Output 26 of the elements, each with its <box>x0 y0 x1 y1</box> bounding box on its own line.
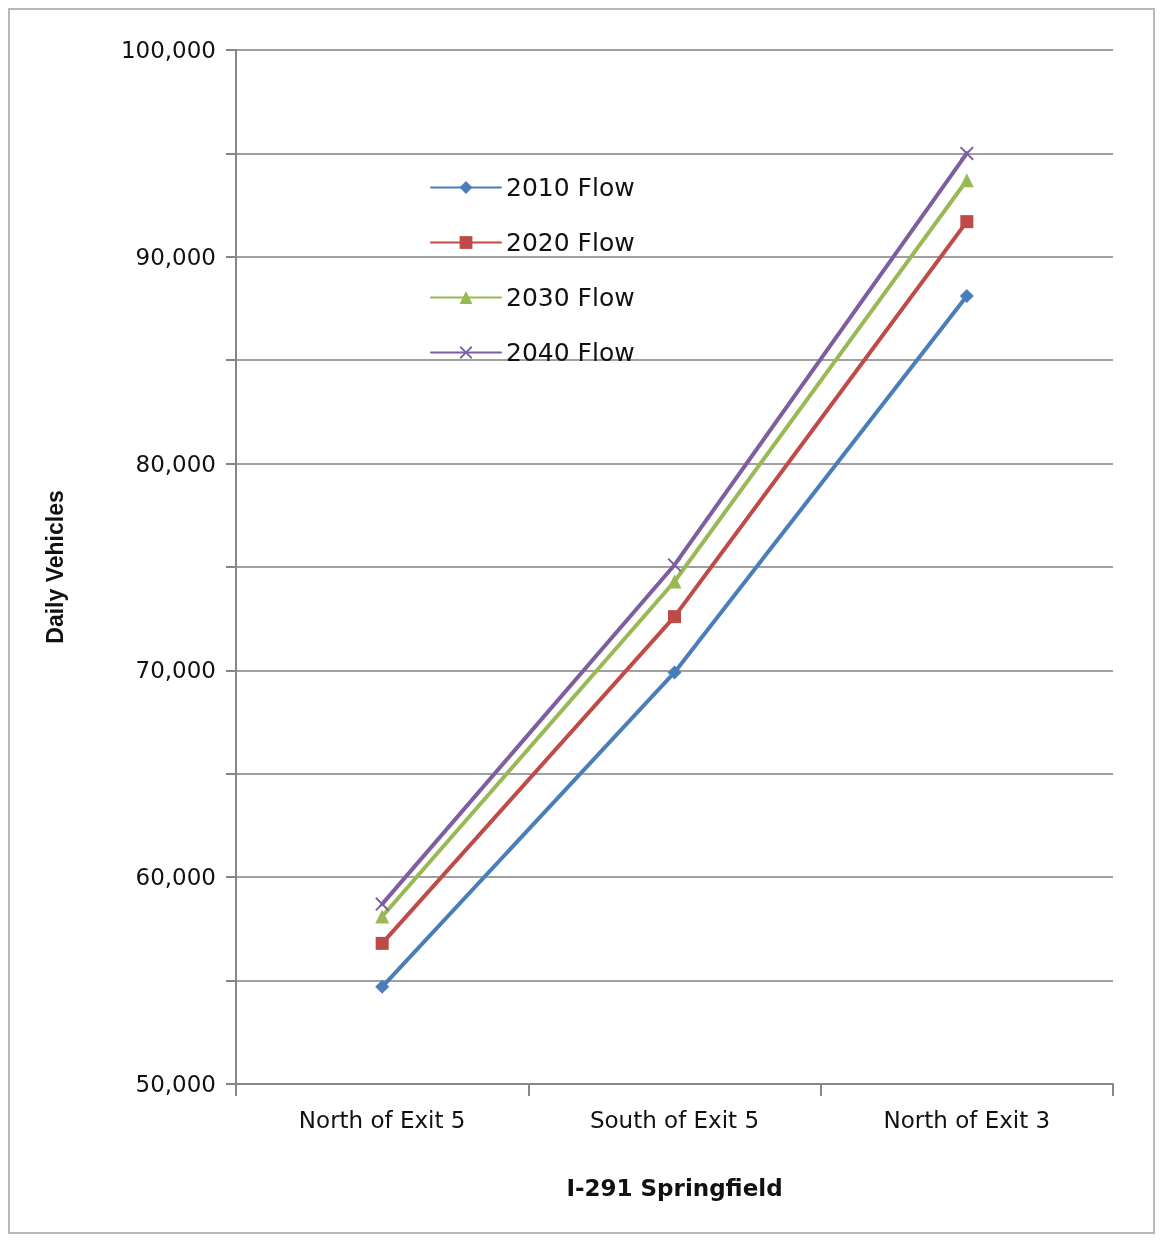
x-tick-label: North of Exit 3 <box>883 1106 1051 1133</box>
legend-label: 2040 Flow <box>506 338 635 367</box>
y-tick-label: 50,000 <box>135 1071 216 1097</box>
x-tick-label: South of Exit 5 <box>589 1106 760 1133</box>
point <box>959 146 974 161</box>
y-axis-title: Daily Vehicles <box>41 490 68 644</box>
point <box>375 909 390 924</box>
y-tick-label: 60,000 <box>135 864 216 891</box>
legend-label: 2010 Flow <box>506 173 635 202</box>
y-tick-label: 70,000 <box>135 657 216 684</box>
point <box>375 979 390 994</box>
legend-label: 2030 Flow <box>506 283 635 312</box>
point <box>375 897 390 912</box>
x-axis-title: I-291 Springfield <box>566 1174 783 1201</box>
y-tick-label: 90,000 <box>135 243 216 270</box>
point <box>668 610 681 624</box>
point <box>960 215 974 229</box>
point <box>667 665 682 680</box>
point <box>959 289 974 304</box>
point <box>375 936 389 950</box>
y-tick-label: 100,000 <box>120 37 216 63</box>
x-tick-label: North of Exit 5 <box>298 1106 466 1133</box>
point <box>667 574 682 589</box>
legend-label: 2020 Flow <box>506 228 635 257</box>
y-tick-label: 80,000 <box>135 450 216 477</box>
point <box>959 173 974 188</box>
